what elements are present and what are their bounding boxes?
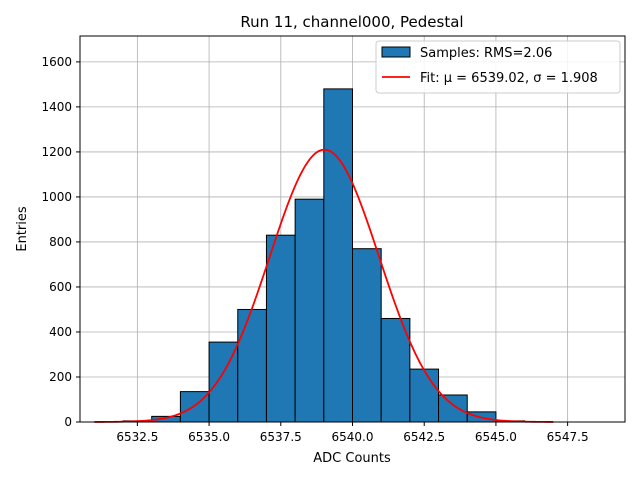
legend-box (375, 40, 621, 94)
y-tick-label: 800 (49, 235, 72, 249)
y-tick-label: 1400 (41, 100, 72, 114)
histogram-bar (237, 308, 267, 423)
x-tick-label: 6542.5 (403, 430, 445, 444)
y-axis: 0 200 400 600 800 1000 1200 1400 1600 (41, 55, 80, 429)
x-tick-label: 6535.0 (188, 430, 230, 444)
x-tick-label: 6540.0 (332, 430, 374, 444)
y-tick-label: 600 (49, 280, 72, 294)
y-tick-label: 200 (49, 370, 72, 384)
x-tick-label: 6532.5 (116, 430, 158, 444)
legend-fit-label: Fit: μ = 6539.02, σ = 1.908 (420, 71, 598, 86)
bars-layer (122, 88, 526, 423)
y-tick-label: 1600 (41, 55, 72, 69)
x-axis-label: ADC Counts (313, 451, 391, 466)
legend: Samples: RMS=2.06 Fit: μ = 6539.02, σ = … (375, 40, 621, 94)
histogram-bar (438, 394, 468, 423)
histogram-bar (409, 368, 440, 423)
legend-histogram-swatch (381, 46, 411, 58)
histogram-bar (265, 234, 296, 423)
y-tick-label: 1000 (41, 190, 72, 204)
histogram-bar (380, 317, 411, 423)
fit-layer (94, 148, 554, 423)
histogram-bar (294, 198, 325, 423)
histogram-bar (323, 88, 354, 423)
y-axis-label: Entries (15, 206, 30, 252)
x-tick-label: 6545.0 (475, 430, 517, 444)
x-tick-label: 6537.5 (260, 430, 302, 444)
y-tick-label: 0 (64, 415, 72, 429)
gaussian-fit-line (94, 148, 554, 423)
x-tick-label: 6547.5 (547, 430, 589, 444)
histogram-bar (352, 248, 382, 423)
legend-histogram-label: Samples: RMS=2.06 (420, 46, 552, 61)
chart-title: Run 11, channel000, Pedestal (240, 13, 463, 31)
y-tick-label: 400 (49, 325, 72, 339)
x-axis: 6532.5 6535.0 6537.5 6540.0 6542.5 6545.0 6547… (116, 422, 589, 444)
y-tick-label: 1200 (41, 145, 72, 159)
